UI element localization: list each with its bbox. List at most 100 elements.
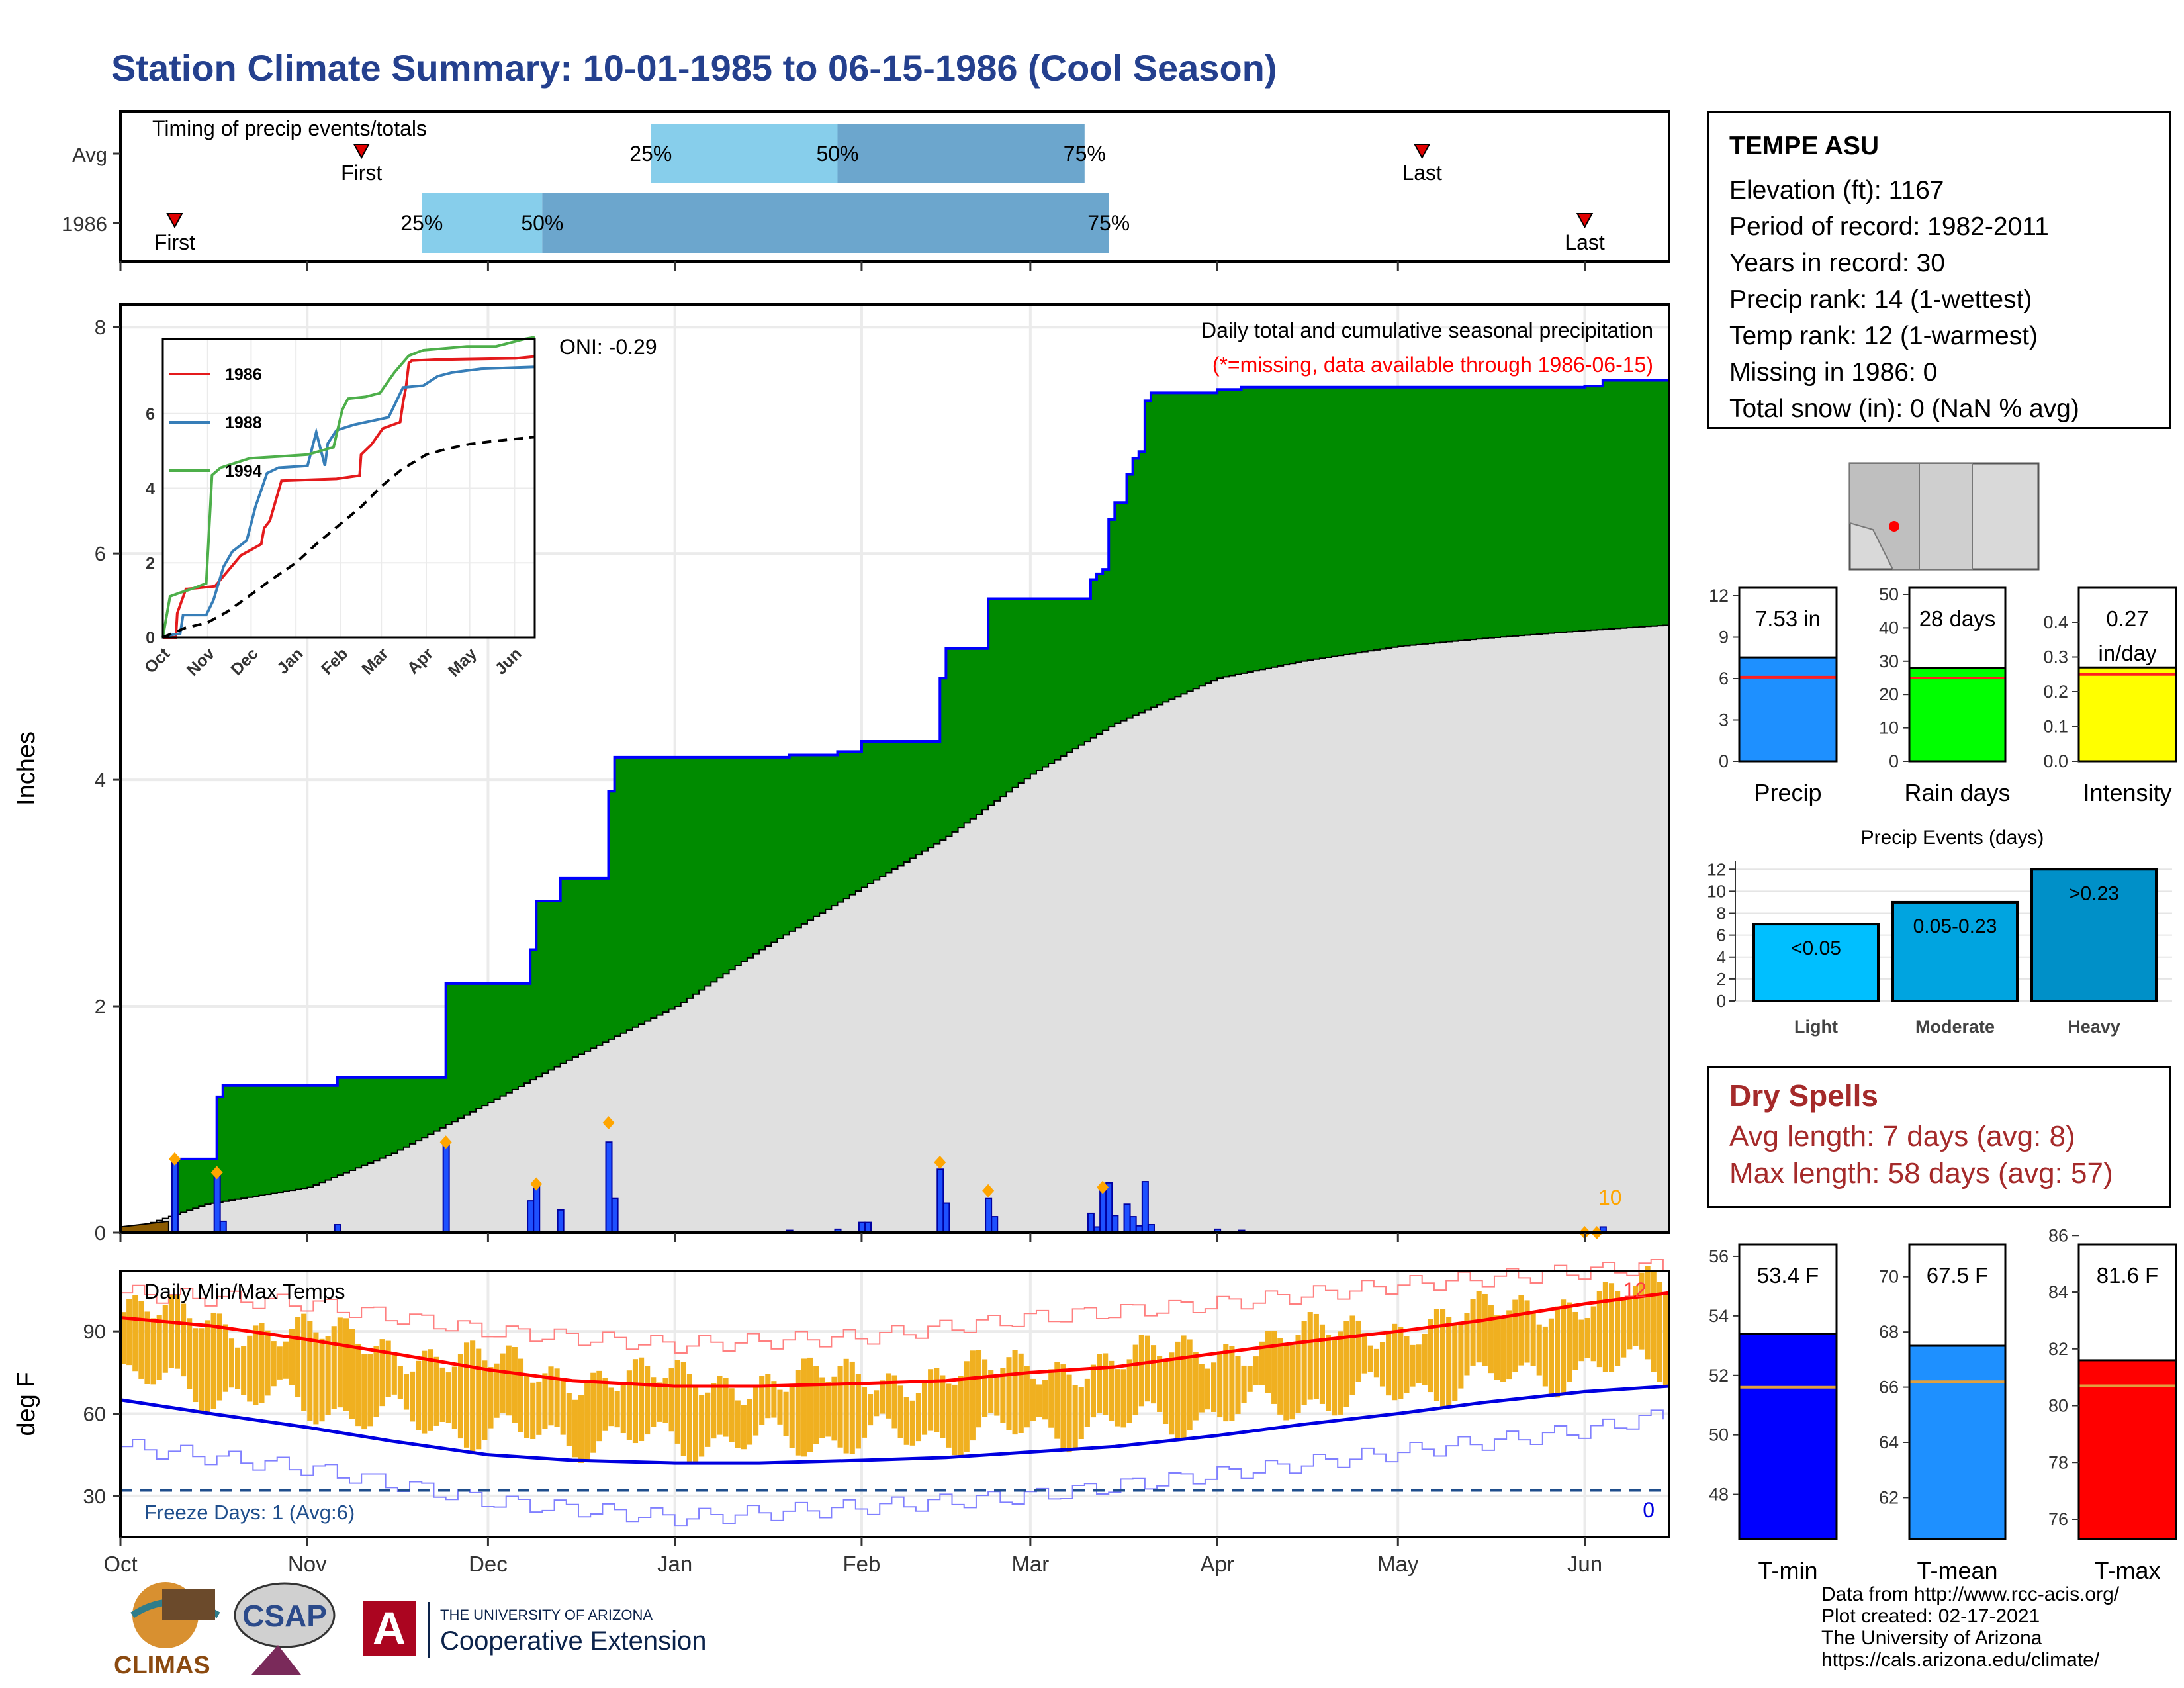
daily-temp-bar [120, 1312, 126, 1364]
temp-x-tick-label: Nov [288, 1552, 327, 1576]
daily-temp-bar [771, 1381, 777, 1418]
summary-y-tick-label: 76 [2048, 1509, 2068, 1529]
summary-y-tick-label: 62 [1879, 1487, 1899, 1507]
temp-x-tick-label: Apr [1200, 1552, 1234, 1576]
daily-temp-bar [307, 1321, 313, 1421]
daily-temp-bar [391, 1352, 397, 1395]
daily-precip-bar [442, 1141, 450, 1233]
daily-temp-bar [1578, 1319, 1584, 1362]
credit-line: Plot created: 02-17-2021 [1821, 1605, 2040, 1627]
daily-temp-bar [1259, 1341, 1265, 1385]
daily-temp-bar [416, 1360, 422, 1430]
daily-temp-bar [355, 1344, 361, 1427]
record-marker [210, 1166, 223, 1180]
daily-temp-bar [500, 1353, 506, 1413]
daily-temp-bar [657, 1382, 662, 1422]
summary-bar [2077, 1359, 2177, 1540]
inset-legend-label: 1986 [225, 365, 262, 384]
climas-logo-text: CLIMAS [114, 1652, 210, 1679]
daily-temp-bar [1030, 1378, 1036, 1421]
daily-temp-bar [1657, 1282, 1662, 1382]
daily-temp-bar [1295, 1335, 1301, 1413]
daily-temp-bar [1132, 1344, 1138, 1415]
avg-min-line [120, 1384, 1670, 1465]
daily-temp-bar [1235, 1356, 1241, 1414]
daily-temp-bar [843, 1358, 849, 1454]
daily-temp-bar [1223, 1344, 1229, 1422]
summary-bar-frame [1738, 586, 1838, 763]
daily-precip-bar [1123, 1203, 1131, 1234]
daily-temp-bar [234, 1347, 241, 1389]
precip-y-label: Inches [13, 731, 40, 806]
daily-temp-bar [777, 1389, 783, 1425]
daily-temp-bar [680, 1362, 686, 1456]
daily-temp-bar [1567, 1302, 1572, 1382]
daily-temp-bar [1645, 1266, 1651, 1360]
events-category-label: Light [1794, 1017, 1838, 1037]
daily-temp-bar [271, 1341, 277, 1387]
daily-temp-bar [735, 1400, 741, 1448]
daily-temp-bar [1355, 1320, 1361, 1382]
summary-y-tick-label: 50 [1709, 1425, 1729, 1445]
daily-temp-bar [1036, 1384, 1042, 1417]
summary-bar-frame [2077, 1243, 2177, 1540]
daily-temp-bar [934, 1368, 940, 1432]
daily-temp-bar [1458, 1323, 1464, 1389]
summary-y-tick-label: 3 [1719, 710, 1729, 730]
daily-precip-bar [557, 1209, 565, 1234]
summary-bar-name: T-min [1758, 1557, 1818, 1584]
summary-y-tick-label: 66 [1879, 1378, 1899, 1397]
daily-temp-bar [855, 1374, 861, 1449]
timing-bar-25-50 [422, 193, 543, 253]
daily-temp-bar [1343, 1321, 1349, 1407]
timing-last-marker [1413, 144, 1431, 160]
credit-line: https://cals.arizona.edu/climate/ [1821, 1649, 2100, 1671]
daily-temp-bar [1561, 1299, 1567, 1393]
daily-temp-bar [1313, 1313, 1319, 1399]
daily-temp-bar [1494, 1315, 1500, 1380]
timing-p25-label: 25% [400, 211, 443, 235]
daily-temp-bar [729, 1388, 735, 1442]
summary-y-tick-label: 64 [1879, 1432, 1899, 1452]
daily-temp-bar [1470, 1299, 1476, 1366]
daily-temp-bar [1464, 1313, 1470, 1376]
daily-temp-bar [1633, 1286, 1639, 1346]
daily-temp-bar [874, 1390, 880, 1417]
daily-temp-bar [1109, 1360, 1115, 1421]
summary-y-tick-label: 0 [1889, 751, 1899, 771]
daily-temp-bar [620, 1383, 626, 1434]
daily-precip-bar [533, 1183, 541, 1233]
daily-temp-bar [1253, 1356, 1259, 1385]
inset-y-tick-label: 4 [146, 480, 155, 498]
station-line: Years in record: 30 [1729, 249, 1945, 277]
daily-precip-bar [936, 1168, 944, 1233]
daily-temp-bar [783, 1391, 789, 1436]
station-info-box: TEMPE ASU Elevation (ft): 1167 Period of… [1707, 111, 2171, 429]
daily-temp-bar [1205, 1368, 1211, 1410]
temp-y-label: deg F [13, 1372, 40, 1436]
daily-temp-bar [717, 1376, 723, 1435]
daily-temp-bar [1175, 1341, 1181, 1440]
daily-temp-bar [813, 1366, 819, 1444]
daily-temp-bar [849, 1361, 855, 1454]
daily-temp-bar [482, 1360, 488, 1440]
cumulative-1986-line [120, 379, 1669, 1234]
daily-temp-bar [1024, 1366, 1030, 1428]
daily-temp-bar [289, 1329, 295, 1385]
summary-value-label: 0.27 [2106, 606, 2148, 631]
summary-value-label: 7.53 in [1755, 606, 1821, 631]
summary-y-tick-label: 0.4 [2043, 612, 2068, 632]
daily-temp-bar [1289, 1345, 1295, 1420]
daily-temp-bar [367, 1354, 373, 1427]
daily-temp-bar [1319, 1324, 1326, 1404]
precip-frame [119, 303, 1670, 1234]
record-marker [602, 1116, 615, 1130]
dry-spells-avg: Avg length: 7 days (avg: 8) [1729, 1120, 2075, 1152]
daily-temp-bar [283, 1341, 289, 1379]
daily-temp-bar [361, 1354, 367, 1430]
timing-last-label: Last [1565, 230, 1605, 254]
daily-temp-bar [886, 1373, 891, 1419]
csap-logo-text: CSAP [242, 1599, 327, 1633]
temp-y-tick-label: 60 [83, 1403, 106, 1426]
